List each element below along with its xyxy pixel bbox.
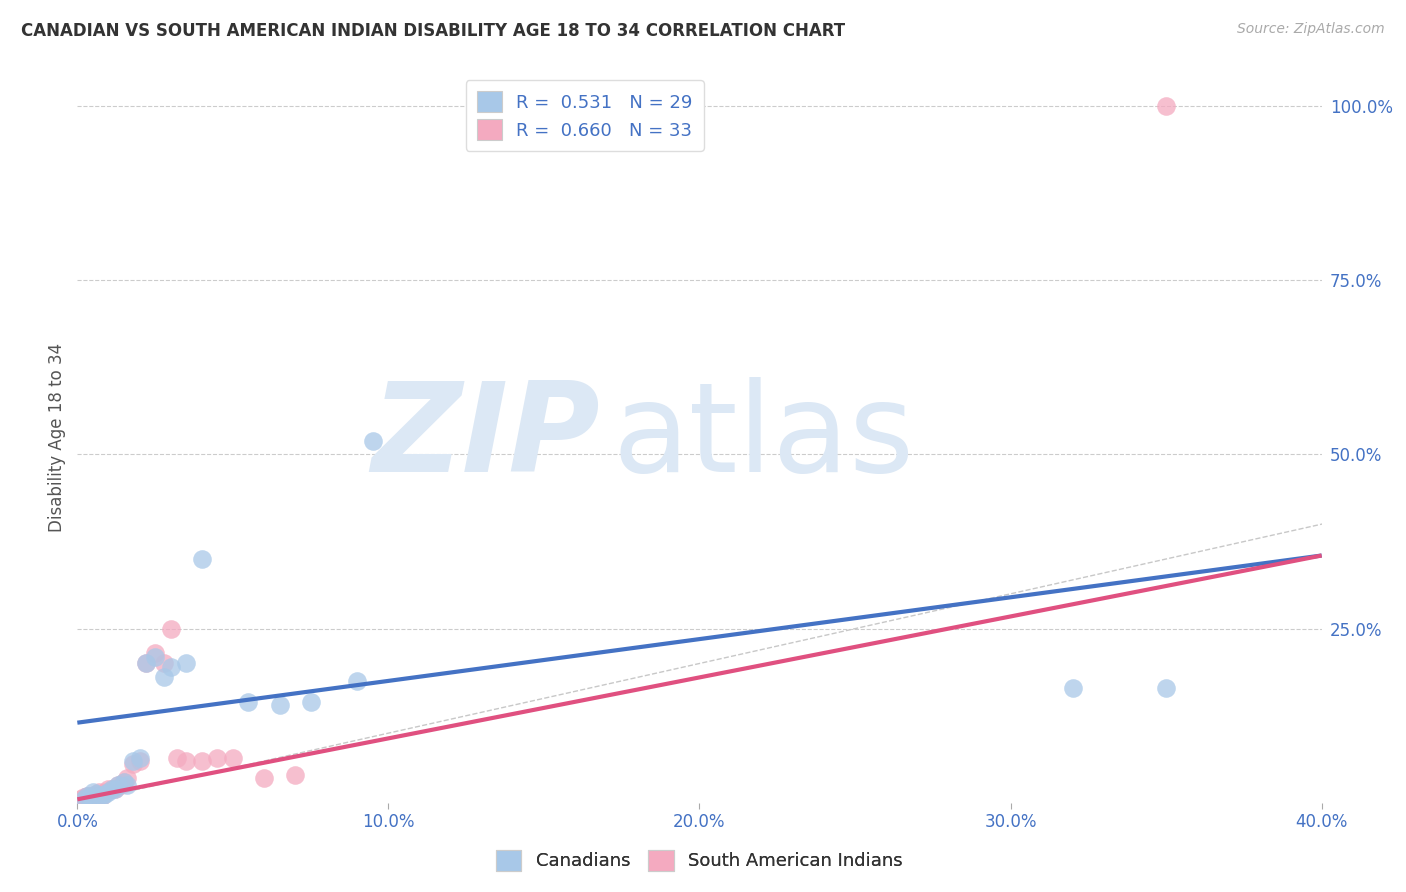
Point [97, 785, 120, 799]
Point [76, 789, 98, 803]
Point [153, 670, 176, 684]
Point [1062, 681, 1084, 695]
Point [1154, 99, 1177, 113]
Point [122, 754, 145, 768]
Point [166, 750, 188, 764]
Point [115, 778, 138, 792]
Point [253, 772, 276, 786]
Point [191, 552, 214, 566]
Point [299, 695, 322, 709]
Point [91, 789, 114, 803]
Point [91, 788, 114, 802]
Point [361, 434, 384, 448]
Y-axis label: Disability Age 18 to 34: Disability Age 18 to 34 [48, 343, 66, 532]
Text: CANADIAN VS SOUTH AMERICAN INDIAN DISABILITY AGE 18 TO 34 CORRELATION CHART: CANADIAN VS SOUTH AMERICAN INDIAN DISABI… [21, 22, 845, 40]
Point [84, 788, 107, 802]
Point [135, 657, 157, 671]
Point [107, 778, 129, 792]
Point [128, 750, 150, 764]
Point [159, 622, 181, 636]
Point [100, 781, 122, 796]
Point [143, 649, 166, 664]
Text: ZIP: ZIP [371, 376, 600, 498]
Point [112, 775, 135, 789]
Point [159, 660, 181, 674]
Point [91, 789, 114, 803]
Point [87, 785, 110, 799]
Point [128, 754, 150, 768]
Point [79, 790, 101, 805]
Point [94, 788, 117, 802]
Point [112, 775, 135, 789]
Point [82, 789, 104, 803]
Point [135, 657, 157, 671]
Point [153, 657, 176, 671]
Point [72, 792, 94, 806]
Point [110, 778, 132, 792]
Point [72, 790, 94, 805]
Point [94, 785, 117, 799]
Point [122, 757, 145, 772]
Point [97, 781, 120, 796]
Point [207, 750, 229, 764]
Point [346, 673, 368, 688]
Point [174, 657, 197, 671]
Point [82, 785, 104, 799]
Text: Source: ZipAtlas.com: Source: ZipAtlas.com [1237, 22, 1385, 37]
Point [104, 781, 127, 796]
Point [84, 788, 107, 802]
Legend: Canadians, South American Indians: Canadians, South American Indians [489, 843, 910, 878]
Point [107, 778, 129, 792]
Point [115, 772, 138, 786]
Point [82, 790, 104, 805]
Point [222, 750, 245, 764]
Point [87, 789, 110, 803]
Text: atlas: atlas [613, 376, 914, 498]
Point [269, 698, 291, 713]
Point [69, 792, 91, 806]
Point [79, 789, 101, 803]
Point [100, 781, 122, 796]
Point [143, 646, 166, 660]
Point [1154, 681, 1177, 695]
Point [284, 768, 307, 782]
Point [104, 781, 127, 796]
Point [174, 754, 197, 768]
Point [191, 754, 214, 768]
Point [76, 789, 98, 803]
Point [238, 695, 260, 709]
Point [87, 789, 110, 803]
